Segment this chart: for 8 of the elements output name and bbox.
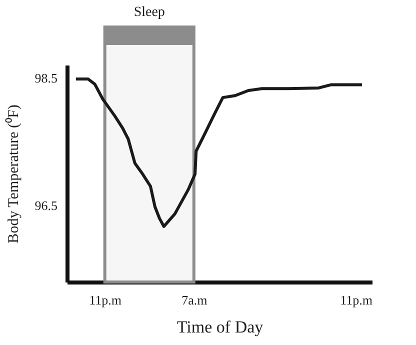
x-tick-label: 7a.m [182, 292, 208, 308]
x-tick-label: 11p.m [340, 292, 372, 308]
band-label: Sleep [134, 5, 165, 20]
y-tick-label: 98.5 [34, 70, 58, 86]
y-tick-label: 96.5 [34, 198, 58, 213]
x-axis-title: Time of Day [176, 318, 264, 336]
x-tick-label: 11p.m [89, 292, 122, 308]
y-axis-title: Body Temperature (⁰F) [4, 104, 22, 244]
